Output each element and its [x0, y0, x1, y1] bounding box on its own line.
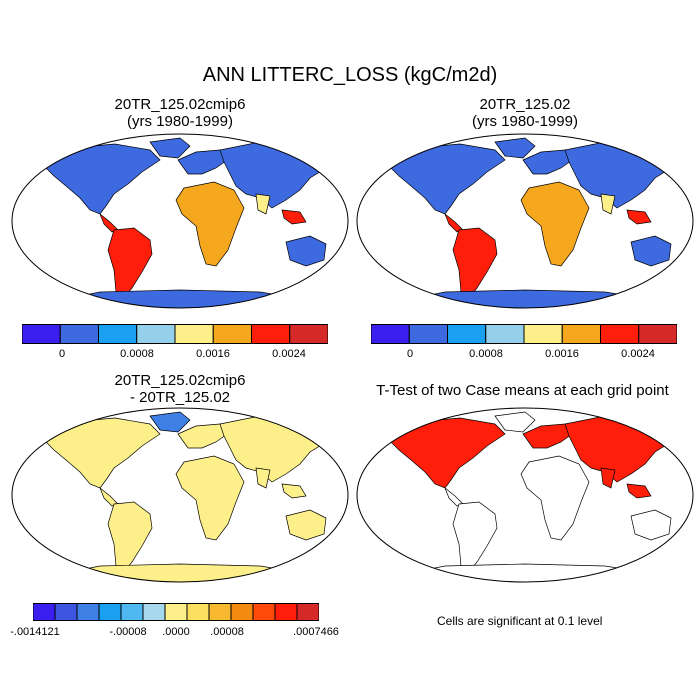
colorbar-box [136, 324, 176, 344]
significance-note: Cells are significant at 0.1 level [437, 614, 603, 628]
continent-australia [630, 235, 672, 267]
colorbar-box [212, 324, 252, 344]
panel3-title-line2: - 20TR_125.02 [129, 389, 231, 406]
continent-europe [177, 423, 231, 449]
continent-africa [520, 455, 590, 541]
panel2-title: 20TR_125.02 (yrs 1980-1999) [405, 96, 645, 130]
continent-europe [522, 149, 576, 175]
panel2-title-line2: (yrs 1980-1999) [472, 113, 578, 130]
colorbar-box [33, 603, 56, 621]
panel1-title-line2: (yrs 1980-1999) [127, 113, 233, 130]
colorbar-box [142, 603, 166, 621]
colorbar-box [230, 603, 254, 621]
colorbar-box [289, 324, 328, 344]
panel4-title: T-Test of two Case means at each grid po… [350, 382, 695, 399]
colorbar-box [523, 324, 563, 344]
continent-greenland [494, 411, 536, 433]
continent-india [600, 467, 616, 489]
cb3-label-0: -.0014121 [10, 626, 60, 638]
map-border [356, 133, 694, 309]
colorbar-box [251, 324, 291, 344]
colorbar-box [174, 324, 214, 344]
cb1-label-0: 0 [58, 348, 66, 360]
continent-europe [177, 149, 231, 175]
continent-north-america [384, 417, 506, 489]
continent-europe [522, 423, 576, 449]
cb2-label-1: 0.0008 [469, 348, 503, 360]
cb3-label-3: .00008 [210, 626, 244, 638]
colorbar-box [54, 603, 78, 621]
panel1-title: 20TR_125.02cmip6 (yrs 1980-1999) [60, 96, 300, 130]
continent-north-america [39, 417, 161, 489]
cb1-label-1: 0.0008 [120, 348, 154, 360]
colorbar-diff [33, 603, 319, 621]
colorbar-box [408, 324, 448, 344]
colorbar-box [22, 324, 61, 344]
cb3-label-4: .0007466 [293, 626, 339, 638]
continent-south-america [107, 501, 153, 575]
colorbar-box [485, 324, 525, 344]
continent-africa [175, 181, 245, 267]
continent-south-america [107, 227, 153, 301]
continent-australia [285, 509, 327, 541]
colorbar-box [59, 324, 99, 344]
colorbar-box [296, 603, 319, 621]
continent-africa [520, 181, 590, 267]
continent-greenland [149, 137, 191, 159]
continent-north-america [384, 143, 506, 215]
colorbar-panel-1 [22, 324, 328, 344]
cb1-label-3: 0.0024 [272, 348, 306, 360]
panel3-title: 20TR_125.02cmip6 - 20TR_125.02 [60, 372, 300, 406]
colorbar-box [98, 603, 122, 621]
continent-se-asia [281, 209, 307, 225]
continent-se-asia [626, 483, 652, 499]
colorbar-box [561, 324, 601, 344]
map-border [11, 407, 349, 583]
map-border [356, 407, 694, 583]
map-border [11, 133, 349, 309]
cb2-label-2: 0.0016 [545, 348, 579, 360]
continent-africa [175, 455, 245, 541]
colorbar-panel-2 [371, 324, 677, 344]
colorbar-box [76, 603, 100, 621]
continent-north-america [39, 143, 161, 215]
colorbar-box [371, 324, 410, 344]
colorbar-box [447, 324, 487, 344]
map-panel-2 [356, 133, 694, 309]
continent-se-asia [281, 483, 307, 499]
colorbar-box [274, 603, 298, 621]
continent-india [255, 193, 271, 215]
continent-india [600, 193, 616, 215]
colorbar-box [98, 324, 138, 344]
continent-greenland [149, 411, 191, 433]
continent-india [255, 467, 271, 489]
colorbar-box [120, 603, 144, 621]
continent-south-america [452, 227, 498, 301]
cb2-label-3: 0.0024 [621, 348, 655, 360]
panel4-title-line1: T-Test of two Case means at each grid po… [376, 382, 669, 399]
panel2-title-line1: 20TR_125.02 [479, 96, 571, 113]
colorbar-box [252, 603, 276, 621]
continent-greenland [494, 137, 536, 159]
panel1-title-line1: 20TR_125.02cmip6 [114, 96, 246, 113]
continent-australia [285, 235, 327, 267]
figure-title: ANN LITTERC_LOSS (kgC/m2d) [202, 64, 498, 86]
cb1-label-2: 0.0016 [196, 348, 230, 360]
continent-se-asia [626, 209, 652, 225]
map-panel-1 [11, 133, 349, 309]
colorbar-box [638, 324, 677, 344]
colorbar-box [208, 603, 232, 621]
colorbar-box [600, 324, 640, 344]
cb3-label-2: .0000 [162, 626, 190, 638]
colorbar-box [186, 603, 210, 621]
panel3-title-line1: 20TR_125.02cmip6 [114, 372, 246, 389]
map-panel-3 [11, 407, 349, 583]
continent-south-america [452, 501, 498, 575]
cb2-label-0: 0 [406, 348, 414, 360]
continent-australia [630, 509, 672, 541]
colorbar-box [164, 603, 188, 621]
map-panel-4 [356, 407, 694, 583]
cb3-label-1: -.00008 [109, 626, 147, 638]
